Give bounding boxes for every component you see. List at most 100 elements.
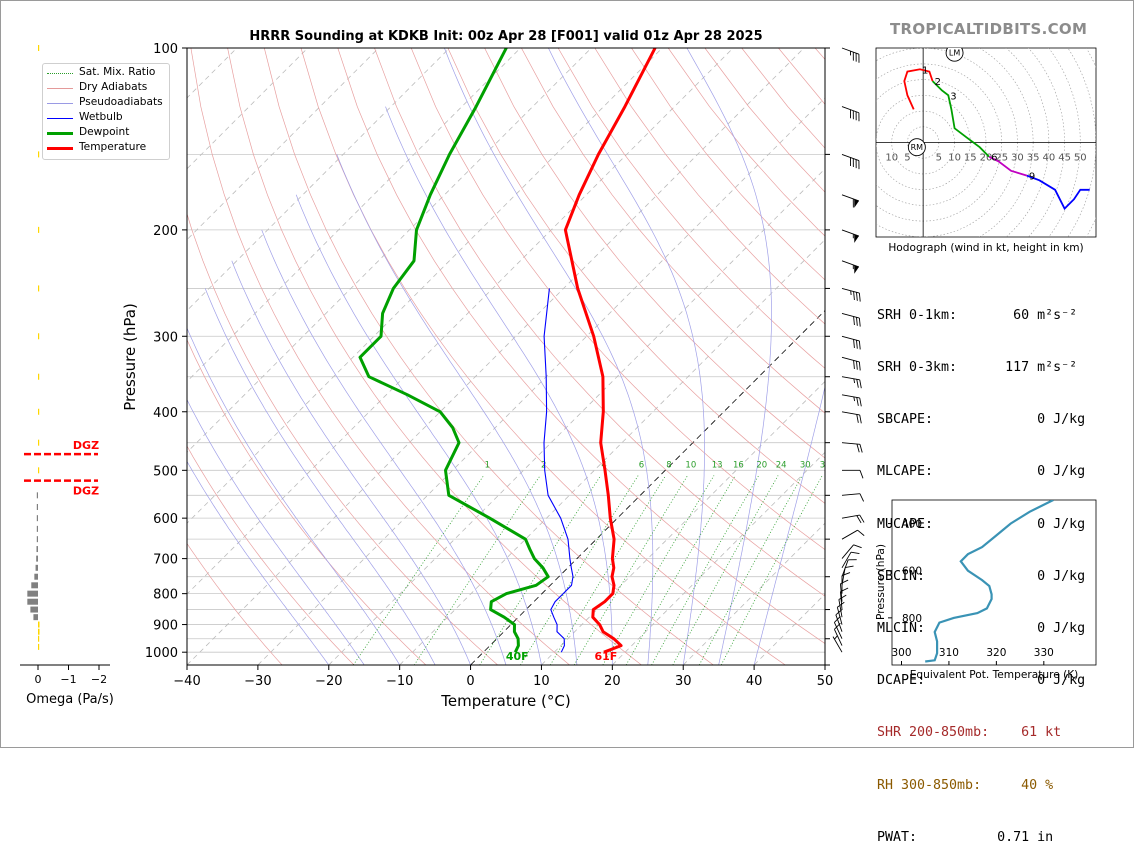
wind-barb	[833, 635, 845, 653]
hodograph-ring-label: 10	[948, 153, 961, 164]
x-tick-label: −20	[315, 674, 342, 689]
pseudoadiabat	[386, 107, 613, 665]
param-shear: SHR 200-850mb: 61 kt	[877, 724, 1085, 741]
x-tick-label: −30	[244, 674, 271, 689]
y-tick-label: 600	[153, 512, 178, 527]
mixing-ratio-line	[574, 476, 688, 666]
param-srh03: SRH 0-3km: 117 m²s⁻²	[877, 359, 1085, 376]
mixing-ratio-label: 6	[639, 460, 644, 470]
omega-bar	[38, 644, 39, 650]
mixing-ratio-label: 30	[800, 460, 811, 470]
omega-bar	[37, 504, 38, 510]
pseudoadiabat	[158, 336, 364, 665]
parameter-table: SRH 0-1km: 60 m²s⁻² SRH 0-3km: 117 m²s⁻²…	[877, 272, 1085, 864]
omega-bar	[37, 526, 38, 532]
mixing-ratio-label: 13	[712, 460, 723, 470]
y-tick-label: 900	[153, 619, 178, 634]
pseudoadiabat	[444, 48, 652, 665]
omega-bar	[36, 565, 38, 571]
mixing-ratio-label: 24	[776, 460, 787, 470]
pseudoadiabat	[687, 48, 772, 665]
mixing-ratio-line	[721, 476, 822, 666]
legend-item-mix-ratio: Sat. Mix. Ratio	[43, 65, 169, 81]
wind-barb	[841, 412, 863, 424]
wind-barb	[840, 357, 862, 370]
dry-adiabat	[228, 48, 642, 665]
param-sbcape: SBCAPE: 0 J/kg	[877, 411, 1085, 428]
mixing-ratio-line	[626, 476, 735, 666]
y-tick-label: 700	[153, 553, 178, 568]
param-mlcape: MLCAPE: 0 J/kg	[877, 463, 1085, 480]
omega-bar	[38, 45, 39, 51]
omega-bar	[38, 629, 40, 635]
hodograph-ring-label: 30	[1011, 153, 1024, 164]
omega-tick-label: −1	[60, 673, 76, 686]
hodograph-ring-label: 15	[964, 153, 977, 164]
x-tick-label: 20	[604, 674, 621, 689]
wind-barb	[839, 261, 859, 275]
omega-bar	[30, 607, 38, 613]
omega-bar	[38, 440, 39, 446]
mixing-ratio-label: 16	[733, 460, 744, 470]
wind-barb	[842, 515, 864, 527]
dry-adiabat	[154, 48, 498, 665]
mixing-ratio-label: 10	[685, 460, 696, 470]
omega-bar	[38, 467, 39, 473]
omega-bar	[38, 333, 39, 339]
y-tick-label: 200	[153, 224, 178, 239]
wind-barb	[839, 48, 861, 63]
hodograph-height-label: 3	[950, 91, 956, 102]
x-tick-label: 0	[466, 674, 474, 689]
mixing-ratio-label: 2	[541, 460, 546, 470]
storm-motion-label: LM	[949, 49, 960, 58]
y-tick-label: 100	[153, 42, 178, 57]
wind-barb	[842, 557, 857, 579]
wind-barb	[838, 595, 850, 617]
omega-bar	[38, 374, 39, 380]
hodograph-ring-label: 45	[1058, 153, 1071, 164]
x-tick-label: 50	[817, 674, 834, 689]
legend-item-temperature: Temperature	[43, 140, 169, 156]
hodograph-height-label: 6	[991, 153, 997, 164]
x-tick-label: −40	[173, 674, 200, 689]
dgz-label: DGZ	[73, 439, 99, 452]
series-dewpoint	[360, 48, 548, 652]
legend: Sat. Mix. Ratio Dry Adiabats Pseudoadiab…	[42, 63, 170, 160]
mixing-ratio-label: 1	[485, 460, 490, 470]
pseudoadiabat	[262, 230, 506, 665]
omega-bar	[37, 515, 38, 521]
wind-barb	[842, 529, 864, 546]
omega-axis-label: Omega (Pa/s)	[26, 692, 114, 707]
param-dcape: DCAPE: 0 J/kg	[877, 672, 1085, 689]
series-temperature	[565, 48, 655, 652]
pseudoadiabat	[205, 288, 435, 665]
omega-bar	[36, 546, 38, 552]
x-axis-label: Temperature (°C)	[440, 692, 570, 710]
mixing-ratio-label: 8	[666, 460, 671, 470]
hodograph-height-label: 9	[1029, 172, 1035, 183]
mixing-ratio-label: 20	[756, 460, 767, 470]
brand-logo-text: TROPICALTIDBITS.COM	[890, 20, 1087, 38]
mixing-ratio-line	[520, 476, 638, 666]
pseudoadiabat	[181, 313, 400, 665]
hodograph-ring-label: 5	[936, 153, 942, 164]
dry-adiabat	[301, 48, 785, 665]
omega-bar	[37, 492, 38, 498]
omega-bar	[37, 536, 38, 542]
storm-motion-label: RM	[911, 143, 924, 152]
omega-bar	[31, 582, 38, 588]
surface-dewpoint-label: 40F	[506, 650, 529, 663]
param-mucape: MUCAPE: 0 J/kg	[877, 516, 1085, 533]
x-tick-label: 30	[675, 674, 692, 689]
legend-item-dewpoint: Dewpoint	[43, 125, 169, 141]
y-tick-label: 1000	[145, 646, 178, 661]
omega-bar	[38, 227, 39, 233]
mixing-ratio-line	[480, 476, 601, 666]
wind-barb	[842, 470, 863, 478]
wind-barb	[841, 443, 863, 453]
wind-barb	[839, 230, 859, 244]
hodograph-ring-label: 35	[1027, 153, 1040, 164]
pseudoadiabat	[232, 261, 471, 665]
wind-barb	[841, 377, 863, 389]
omega-bar	[38, 636, 39, 642]
